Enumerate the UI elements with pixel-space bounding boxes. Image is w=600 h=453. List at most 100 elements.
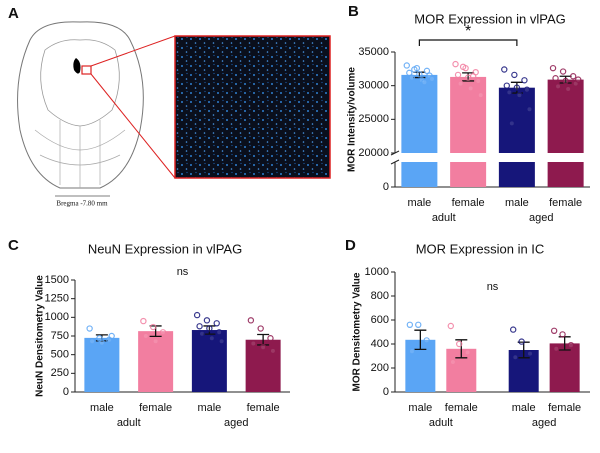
data-point (218, 338, 225, 345)
zoom-line (90, 73, 176, 179)
data-point (518, 338, 525, 345)
data-point (512, 354, 519, 361)
data-point (206, 325, 213, 332)
x-tick-label: female (445, 402, 478, 414)
y-axis-label: MOR Intensity/volume (347, 67, 358, 172)
y-tick-label: 0 (383, 386, 389, 398)
group-label: adult (117, 417, 141, 429)
data-point (452, 60, 459, 68)
y-tick-label: 200 (371, 362, 389, 374)
data-point (454, 71, 462, 79)
data-point (464, 349, 471, 356)
y-tick-label: 35000 (358, 46, 389, 58)
data-point (567, 342, 575, 349)
chart-title: MOR Expression in vlPAG (414, 11, 565, 26)
data-point (196, 323, 203, 330)
data-point (215, 329, 223, 336)
bar (498, 87, 535, 153)
x-tick-label: female (452, 197, 485, 209)
bar-base (450, 162, 487, 187)
data-point (408, 348, 416, 355)
y-tick-label: 1500 (45, 274, 69, 286)
data-point (516, 91, 523, 99)
data-point (552, 75, 559, 82)
group-label: adult (432, 212, 456, 224)
data-point (569, 73, 577, 80)
data-point (250, 340, 257, 347)
data-point (513, 84, 521, 91)
data-point (259, 344, 267, 351)
bar (84, 337, 120, 392)
x-tick-label: male (407, 197, 431, 209)
y-tick-label: 1250 (45, 293, 69, 305)
data-point (554, 83, 562, 90)
x-tick-label: male (505, 197, 529, 209)
bar (191, 330, 227, 392)
y-tick-label: 30000 (358, 80, 389, 92)
data-point (149, 323, 157, 331)
significance-label: * (465, 23, 471, 40)
y-axis-label: MOR Densitometry Value (352, 272, 363, 391)
data-point (562, 77, 569, 85)
data-point (257, 325, 264, 332)
aqueduct (73, 58, 81, 74)
data-point (428, 75, 436, 83)
data-point (98, 339, 106, 346)
axis-break (390, 159, 400, 165)
brain-outline (17, 21, 144, 189)
panel-a: A Bregma -7.80 mm (8, 5, 331, 208)
data-point (564, 85, 572, 93)
group-label: aged (532, 417, 556, 429)
data-point (406, 321, 414, 328)
bar-base (401, 162, 438, 187)
panel-label: B (348, 3, 359, 20)
data-point (475, 77, 482, 85)
data-point (159, 329, 167, 336)
y-axis-label: NeuN Densitometry Value (35, 275, 46, 397)
data-point (408, 74, 416, 81)
group-label: aged (529, 212, 553, 224)
bar (547, 79, 584, 153)
brain-lines (34, 120, 126, 188)
x-tick-label: female (549, 197, 582, 209)
data-point (86, 325, 93, 332)
data-point (247, 317, 255, 324)
data-point (523, 86, 531, 93)
data-point (140, 317, 147, 325)
y-tick-label: 250 (51, 367, 69, 379)
data-point (553, 345, 560, 352)
roi-box (81, 65, 92, 75)
data-point (213, 320, 220, 327)
data-point (269, 347, 277, 355)
y-tick-label: 500 (51, 349, 69, 361)
x-tick-label: male (512, 402, 536, 414)
data-point (403, 62, 410, 69)
panel-label: A (8, 5, 19, 22)
y-tick-label: 0 (383, 181, 389, 193)
data-point (457, 80, 464, 87)
data-point (142, 332, 150, 340)
data-point (411, 66, 418, 73)
data-point (152, 338, 159, 345)
data-point (208, 335, 216, 342)
y-tick-label: 25000 (358, 113, 389, 125)
x-tick-label: male (408, 402, 432, 414)
scale-label: Bregma -7.80 mm (56, 200, 108, 208)
x-tick-label: female (247, 402, 280, 414)
data-point (559, 68, 567, 75)
zoom-line (90, 35, 176, 67)
annotation: ns (177, 266, 189, 278)
data-point (503, 82, 510, 89)
data-point (526, 350, 534, 357)
data-point (510, 326, 517, 333)
x-tick-label: female (548, 402, 581, 414)
significance-bracket (418, 39, 518, 46)
data-point (459, 63, 467, 71)
y-tick-label: 750 (51, 330, 69, 342)
panel-label: C (8, 237, 19, 254)
error-bar (414, 329, 427, 351)
micrograph (174, 35, 331, 179)
data-point (447, 322, 454, 330)
x-tick-label: female (139, 402, 172, 414)
